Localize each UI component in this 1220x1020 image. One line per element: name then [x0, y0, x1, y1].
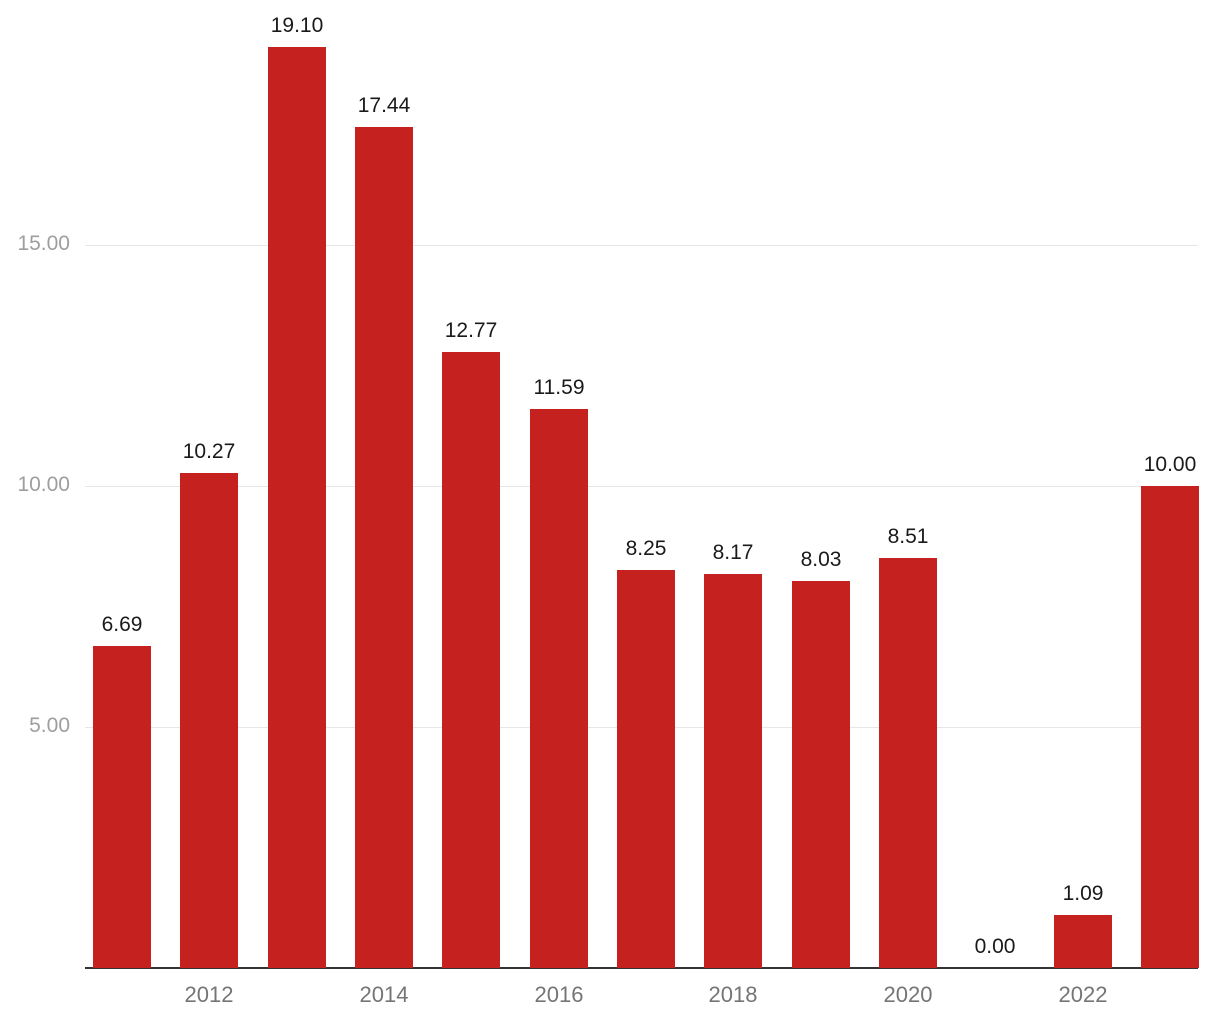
bar-2023	[1141, 486, 1199, 968]
x-axis-tick-label: 2014	[359, 982, 409, 1007]
bar-2014	[355, 127, 413, 968]
y-axis-tick-label: 15.00	[17, 232, 70, 255]
bar-2020	[879, 558, 937, 968]
bar-value-label: 10.00	[1143, 453, 1197, 476]
y-axis-tick-label: 10.00	[17, 473, 70, 496]
bar-value-label: 8.25	[625, 537, 667, 560]
bar-2019	[792, 581, 850, 968]
bar-value-label: 8.51	[887, 525, 929, 548]
bar-value-label: 8.03	[800, 548, 842, 571]
gridline	[85, 245, 1198, 246]
bar-value-label: 0.00	[974, 935, 1016, 958]
x-axis-tick-label: 2016	[534, 982, 584, 1007]
x-axis-tick-label: 2022	[1058, 982, 1108, 1007]
bar-value-label: 17.44	[357, 94, 411, 117]
x-axis-tick-label: 2012	[184, 982, 234, 1007]
bar-value-label: 19.10	[270, 14, 324, 37]
gridline	[85, 486, 1198, 487]
bar-2022	[1054, 915, 1112, 968]
bar-2017	[617, 570, 675, 968]
bar-value-label: 12.77	[444, 319, 498, 342]
y-axis-tick-label: 5.00	[29, 714, 70, 737]
bar-value-label: 8.17	[712, 541, 754, 564]
bar-2013	[268, 47, 326, 968]
bar-value-label: 6.69	[101, 613, 143, 636]
bar-2015	[442, 352, 500, 968]
bar-2011	[93, 646, 151, 968]
bar-value-label: 1.09	[1062, 882, 1104, 905]
bar-2012	[180, 473, 238, 968]
bar-value-label: 11.59	[533, 376, 585, 399]
bar-value-label: 10.27	[182, 440, 236, 463]
bar-2016	[530, 409, 588, 968]
x-axis-line	[85, 967, 1198, 969]
bar-2018	[704, 574, 762, 968]
x-axis-tick-label: 2020	[883, 982, 933, 1007]
x-axis-tick-label: 2018	[708, 982, 758, 1007]
